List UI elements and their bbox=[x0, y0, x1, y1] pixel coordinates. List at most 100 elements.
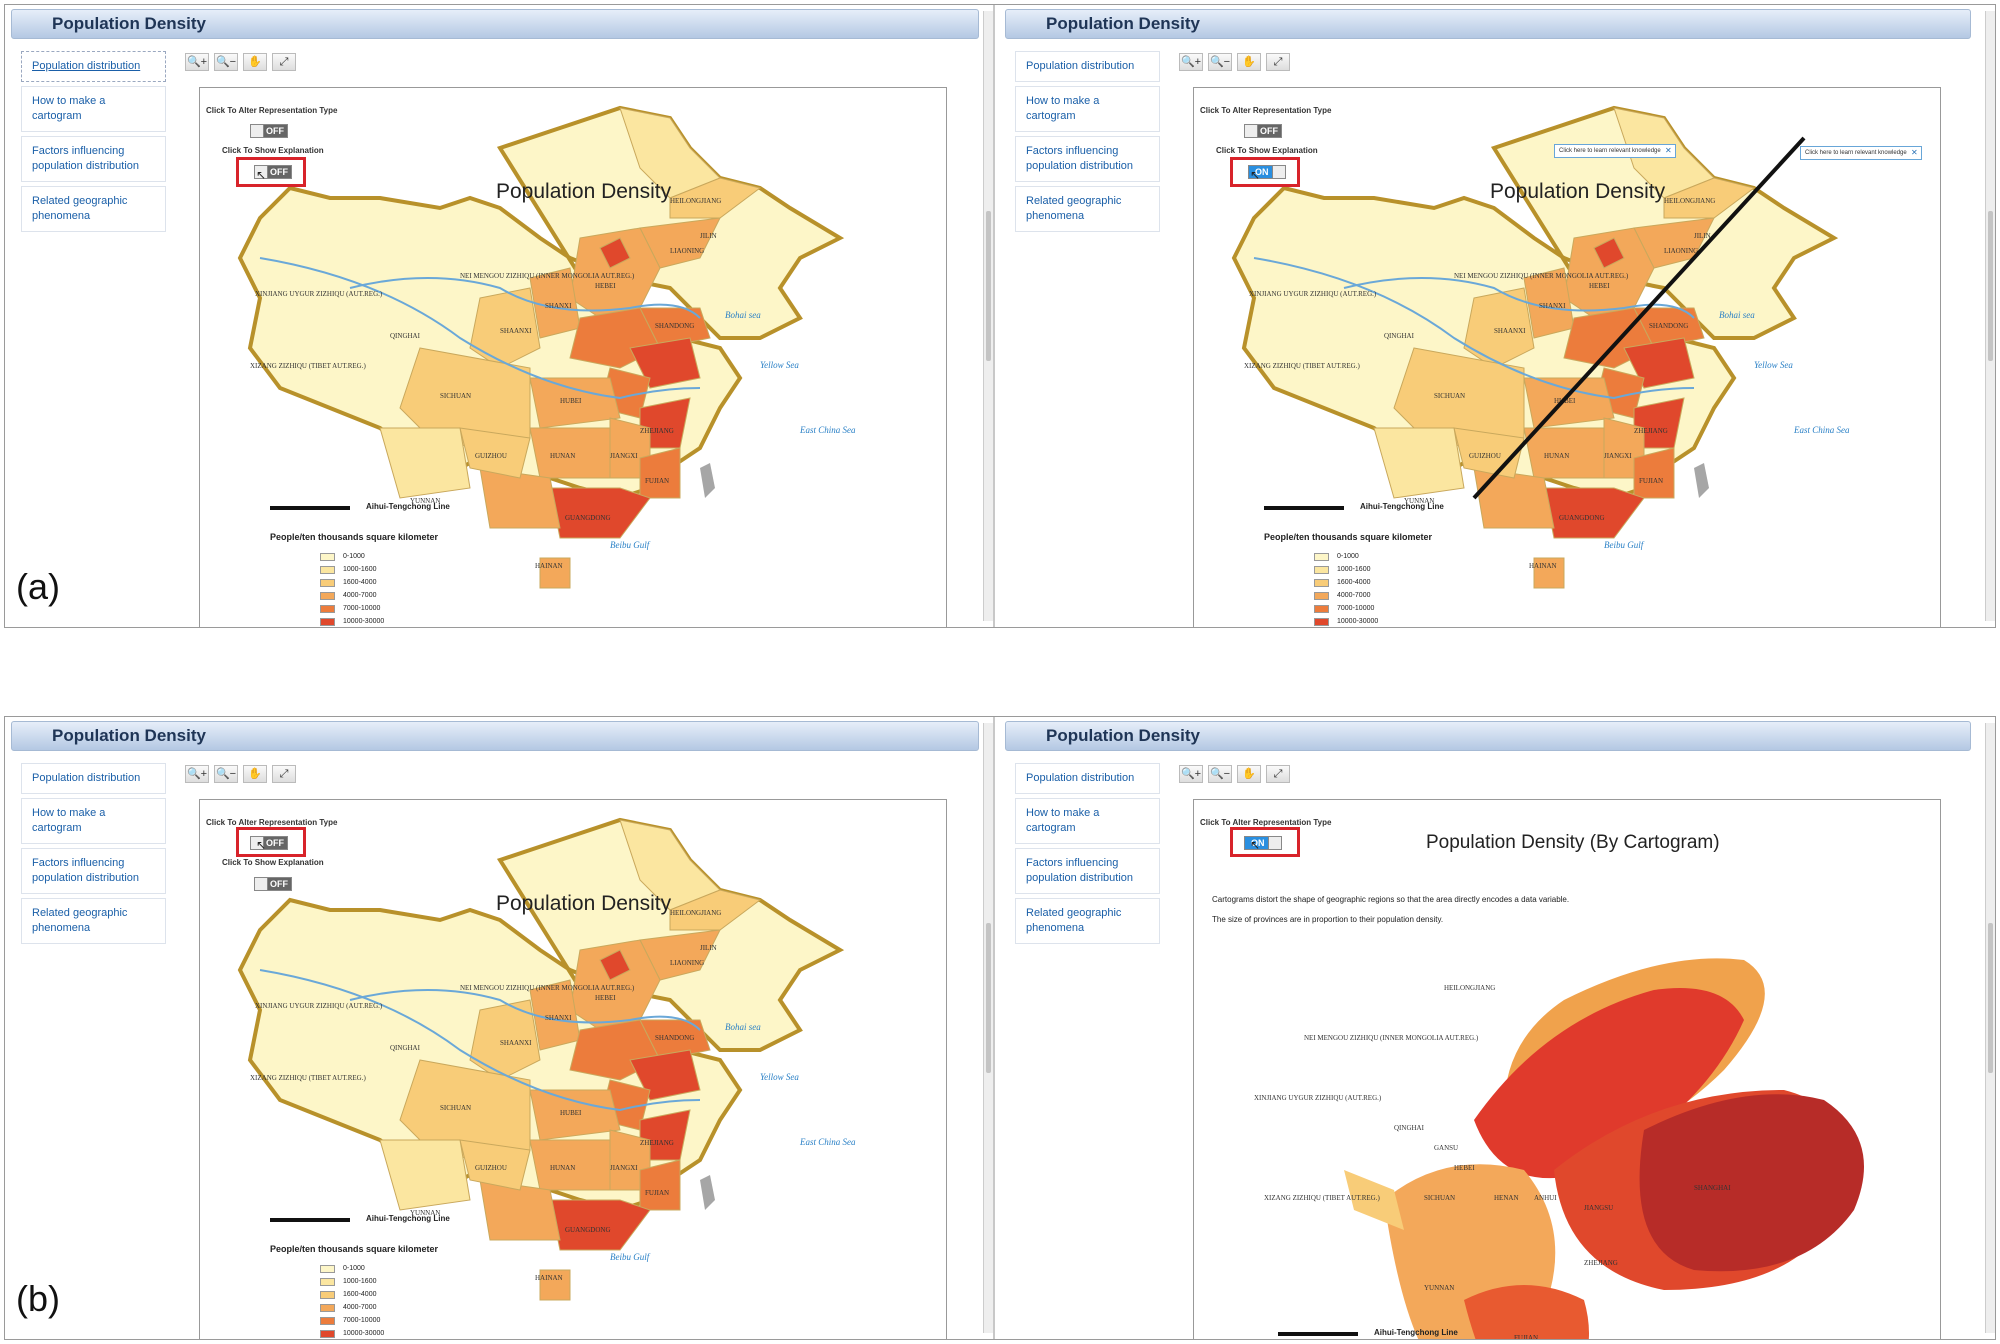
nav-factors-influencing[interactable]: Factors influencing population distribut… bbox=[1015, 848, 1160, 894]
legend-label: 1600-4000 bbox=[343, 1291, 377, 1298]
fullscreen-icon[interactable]: ⤢ bbox=[272, 765, 296, 783]
fullscreen-icon[interactable]: ⤢ bbox=[272, 53, 296, 71]
label-heilongjiang: HEILONGJIANG bbox=[670, 909, 721, 917]
zoom-in-icon[interactable]: 🔍+ bbox=[1179, 765, 1203, 783]
label-hunan: HUNAN bbox=[1544, 452, 1569, 460]
label-qinghai: QINGHAI bbox=[390, 332, 421, 340]
nav-related-phenomena[interactable]: Related geographic phenomena bbox=[21, 186, 166, 232]
nav-factors-influencing[interactable]: Factors influencing population distribut… bbox=[1015, 136, 1160, 182]
zoom-in-icon[interactable]: 🔍+ bbox=[1179, 53, 1203, 71]
representation-toggle[interactable]: OFF bbox=[250, 124, 288, 138]
zoom-in-icon[interactable]: 🔍+ bbox=[185, 53, 209, 71]
legend-label: 4000-7000 bbox=[343, 592, 377, 599]
representation-toggle[interactable]: OFF bbox=[1244, 124, 1282, 138]
label-fujian: FUJIAN bbox=[645, 1189, 669, 1197]
taiwan-shape bbox=[700, 1175, 715, 1210]
aihui-line-label: Aihui-Tengchong Line bbox=[366, 1214, 450, 1223]
label-hebei: HEBEI bbox=[1589, 282, 1610, 290]
province-fujian bbox=[1633, 447, 1675, 499]
explanation-toggle[interactable]: OFF bbox=[254, 877, 292, 891]
legend-item: 1600-4000 bbox=[320, 576, 384, 589]
zoom-out-icon[interactable]: 🔍− bbox=[214, 53, 238, 71]
label-hainan: HAINAN bbox=[535, 562, 563, 570]
label-neimenggu: NEI MENGOU ZIZHIQU (INNER MONGOLIA AUT.R… bbox=[460, 984, 635, 992]
nav-population-distribution[interactable]: Population distribution bbox=[21, 51, 166, 82]
representation-toggle[interactable]: ON bbox=[1244, 836, 1282, 850]
label-zhejiang: ZHEJIANG bbox=[640, 1139, 674, 1147]
legend-item: 4000-7000 bbox=[1314, 589, 1378, 602]
nav-related-phenomena[interactable]: Related geographic phenomena bbox=[21, 898, 166, 944]
label-east-china-sea: East China Sea bbox=[799, 425, 856, 435]
representation-label: Click To Alter Representation Type bbox=[1200, 818, 1332, 827]
nav-factors-influencing[interactable]: Factors influencing population distribut… bbox=[21, 136, 166, 182]
legend-swatch bbox=[320, 565, 335, 574]
label-guizhou: GUIZHOU bbox=[475, 452, 507, 460]
close-icon[interactable]: ✕ bbox=[1911, 148, 1918, 157]
nav-population-distribution[interactable]: Population distribution bbox=[1015, 763, 1160, 794]
pan-hand-icon[interactable]: ✋ bbox=[243, 53, 267, 71]
province-guangdong bbox=[549, 487, 651, 539]
nav-related-phenomena[interactable]: Related geographic phenomena bbox=[1015, 898, 1160, 944]
scrollbar[interactable] bbox=[983, 11, 993, 621]
yangtze-river bbox=[1253, 257, 1695, 400]
zoom-out-icon[interactable]: 🔍− bbox=[1208, 765, 1232, 783]
legend-item: 1000-1600 bbox=[320, 1275, 384, 1288]
nav-factors-influencing[interactable]: Factors influencing population distribut… bbox=[21, 848, 166, 894]
explanation-label: Click To Show Explanation bbox=[222, 146, 324, 155]
legend-label: 1600-4000 bbox=[343, 579, 377, 586]
nav-population-distribution[interactable]: Population distribution bbox=[1015, 51, 1160, 82]
nav-population-distribution[interactable]: Population distribution bbox=[21, 763, 166, 794]
legend-swatch bbox=[320, 1264, 335, 1273]
panel-a-right: Population Density Population distributi… bbox=[999, 5, 1995, 627]
nav-how-to-make-cartogram[interactable]: How to make a cartogram bbox=[21, 798, 166, 844]
label-sichuan: SICHUAN bbox=[1434, 392, 1465, 400]
province-jiangsu bbox=[629, 337, 701, 389]
label-hebei: HEBEI bbox=[595, 994, 616, 1002]
panel-b-left: Population Density Population distributi… bbox=[5, 717, 995, 1339]
fullscreen-icon[interactable]: ⤢ bbox=[1266, 53, 1290, 71]
label-east-china-sea: East China Sea bbox=[1793, 425, 1850, 435]
zoom-in-icon[interactable]: 🔍+ bbox=[185, 765, 209, 783]
pan-hand-icon[interactable]: ✋ bbox=[243, 765, 267, 783]
scrollbar[interactable] bbox=[983, 723, 993, 1333]
pan-hand-icon[interactable]: ✋ bbox=[1237, 765, 1261, 783]
label-yunnan: YUNNAN bbox=[410, 497, 440, 505]
label-shandong: SHANDONG bbox=[655, 322, 694, 330]
legend-item: 4000-7000 bbox=[320, 589, 384, 602]
nav-how-to-make-cartogram[interactable]: How to make a cartogram bbox=[1015, 86, 1160, 132]
label-shanxi: SHANXI bbox=[545, 302, 572, 310]
explanation-label: Click To Show Explanation bbox=[222, 858, 324, 867]
knowledge-bubble[interactable]: Click here to learn relevant knowledge ✕ bbox=[1554, 144, 1676, 158]
zoom-out-icon[interactable]: 🔍− bbox=[1208, 53, 1232, 71]
nav-related-phenomena[interactable]: Related geographic phenomena bbox=[1015, 186, 1160, 232]
nav-how-to-make-cartogram[interactable]: How to make a cartogram bbox=[21, 86, 166, 132]
province-jilin bbox=[1663, 177, 1756, 219]
label-shaanxi: SHAANXI bbox=[500, 327, 532, 335]
legend-item: 1600-4000 bbox=[1314, 576, 1378, 589]
province-guangxi bbox=[479, 1179, 561, 1241]
label-xizang: XIZANG ZIZHIQU (TIBET AUT.REG.) bbox=[250, 362, 366, 370]
scrollbar[interactable] bbox=[1985, 11, 1995, 621]
province-jiangsu bbox=[629, 1049, 701, 1101]
knowledge-bubble[interactable]: Click here to learn relevant knowledge ✕ bbox=[1800, 146, 1922, 160]
highlight-box bbox=[1230, 827, 1300, 857]
legend-label: 4000-7000 bbox=[343, 1304, 377, 1311]
scrollbar[interactable] bbox=[1985, 723, 1995, 1333]
label-xinjiang: XINJIANG UYGUR ZIZHIQU (AUT.REG.) bbox=[255, 290, 383, 298]
cartogram-note-1: Cartograms distort the shape of geograph… bbox=[1212, 895, 1570, 904]
map-title: Population Density bbox=[1490, 180, 1666, 203]
explanation-toggle[interactable]: OFF bbox=[254, 165, 292, 179]
close-icon[interactable]: ✕ bbox=[1665, 146, 1672, 155]
aihui-line-label: Aihui-Tengchong Line bbox=[1360, 502, 1444, 511]
explanation-toggle[interactable]: ON bbox=[1248, 165, 1286, 179]
representation-toggle[interactable]: OFF bbox=[250, 836, 288, 850]
province-guizhou bbox=[459, 427, 531, 479]
zoom-out-icon[interactable]: 🔍− bbox=[214, 765, 238, 783]
legend-label: 1000-1600 bbox=[1337, 566, 1371, 573]
map-toolbar: 🔍+ 🔍− ✋ ⤢ bbox=[185, 52, 301, 71]
pan-hand-icon[interactable]: ✋ bbox=[1237, 53, 1261, 71]
aihui-line-swatch bbox=[270, 1218, 350, 1222]
nav-how-to-make-cartogram[interactable]: How to make a cartogram bbox=[1015, 798, 1160, 844]
fullscreen-icon[interactable]: ⤢ bbox=[1266, 765, 1290, 783]
side-nav: Population distribution How to make a ca… bbox=[1015, 763, 1160, 948]
